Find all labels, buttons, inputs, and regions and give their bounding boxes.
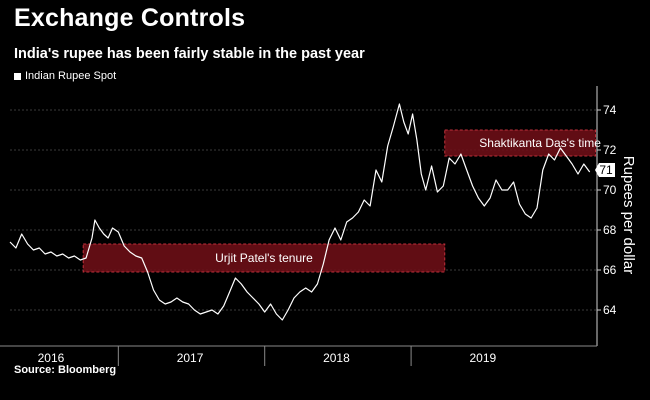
annotation-label-1: Shaktikanta Das's time — [479, 136, 601, 150]
chart-title: Exchange Controls — [14, 4, 246, 32]
y-tick-label-66: 66 — [603, 263, 617, 277]
legend-swatch — [14, 72, 21, 80]
x-year-label-2017: 2017 — [177, 351, 204, 365]
last-value-label: 71 — [599, 163, 613, 177]
y-tick-label-72: 72 — [603, 143, 617, 157]
chart-subtitle: India's rupee has been fairly stable in … — [14, 46, 365, 62]
x-year-label-2018: 2018 — [323, 351, 350, 365]
series-line-0 — [9, 103, 591, 321]
legend-label: Indian Rupee Spot — [25, 70, 117, 82]
y-axis-label: Rupees per dollar — [620, 156, 637, 274]
annotation-label-0: Urjit Patel's tenure — [215, 251, 313, 265]
last-value-badge — [595, 163, 615, 177]
annotation-box-0 — [82, 243, 446, 273]
y-tick-label-74: 74 — [603, 103, 617, 117]
annotation-box-1 — [444, 129, 597, 157]
y-tick-label-68: 68 — [603, 223, 617, 237]
annotation-layer — [82, 129, 597, 273]
x-year-label-2019: 2019 — [469, 351, 496, 365]
source-note: Source: Bloomberg — [14, 364, 117, 376]
axis-layer: 64 66 68 70 72 74 2016 2017 2018 2019 Rupees per d… — [0, 86, 637, 366]
x-year-label-2016: 2016 — [38, 351, 65, 365]
legend: Indian Rupee Spot — [14, 70, 116, 82]
series-layer: Urjit Patel's tenure Shaktikanta Das's ti… — [9, 103, 601, 321]
y-tick-label-64: 64 — [603, 303, 617, 317]
y-tick-label-70: 70 — [603, 183, 617, 197]
